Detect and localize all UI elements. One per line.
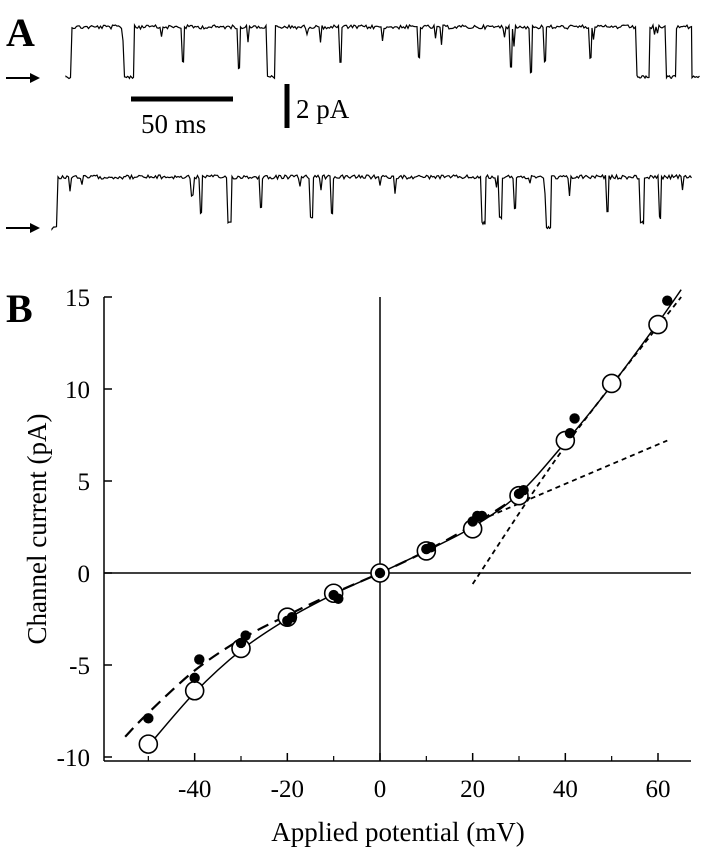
trace-2-closed-arrow — [6, 223, 40, 233]
panel-a-letter: A — [6, 10, 35, 55]
y-tick-label: 5 — [78, 469, 91, 496]
current-scale-label: 2 pA — [296, 94, 350, 124]
filled-circle-point — [194, 654, 205, 665]
filled-circle-point — [189, 672, 200, 684]
open-circle-point — [648, 314, 668, 335]
open-circle-point — [184, 680, 205, 701]
y-tick-label: -10 — [57, 745, 90, 772]
x-tick-label: 60 — [646, 776, 671, 803]
solid-fit-line — [147, 289, 682, 747]
x-axis-title: Applied potential (mV) — [271, 817, 524, 847]
current-trace — [51, 173, 692, 231]
open-circle-point — [601, 373, 622, 394]
y-tick-label: 0 — [78, 561, 91, 588]
filled-circle-point — [143, 713, 154, 724]
dashed-fit-line — [124, 494, 520, 738]
x-axis-ticks: -40 -20 0 20 40 60 — [147, 753, 671, 803]
y-tick-label: 10 — [65, 377, 90, 404]
x-tick-label: 40 — [553, 776, 578, 803]
filled-circle-point — [333, 593, 344, 604]
filled-circle-point — [662, 295, 673, 306]
open-circle-point — [138, 734, 159, 754]
y-axis-title: Channel current (pA) — [22, 414, 52, 645]
dotted-fit-line — [472, 439, 668, 525]
plot-frame — [103, 297, 691, 762]
time-scale-label: 50 ms — [141, 109, 206, 139]
x-tick-label: 0 — [374, 776, 387, 803]
y-tick-label: -5 — [69, 653, 90, 680]
filled-circle-point — [240, 630, 251, 641]
data-points — [138, 295, 673, 754]
filled-circle-point — [569, 413, 580, 424]
panel-b-letter: B — [6, 286, 33, 331]
x-tick-label: -40 — [178, 776, 211, 803]
filled-circle-point — [374, 567, 386, 579]
single-channel-traces — [51, 22, 700, 231]
dotted-fit-line — [471, 296, 682, 585]
y-axis-ticks: -10 -5 0 5 10 15 — [57, 285, 112, 772]
trace-1-closed-arrow — [6, 73, 40, 83]
filled-circle-point — [476, 510, 488, 522]
x-tick-label: 20 — [460, 776, 485, 803]
x-tick-label: -20 — [271, 776, 304, 803]
filled-circle-point — [518, 485, 529, 496]
y-tick-label: 15 — [65, 285, 90, 312]
current-trace — [65, 22, 700, 80]
filled-circle-point — [425, 542, 437, 553]
fit-lines — [124, 289, 682, 747]
filled-circle-point — [286, 611, 298, 623]
filled-circle-point — [564, 427, 576, 439]
